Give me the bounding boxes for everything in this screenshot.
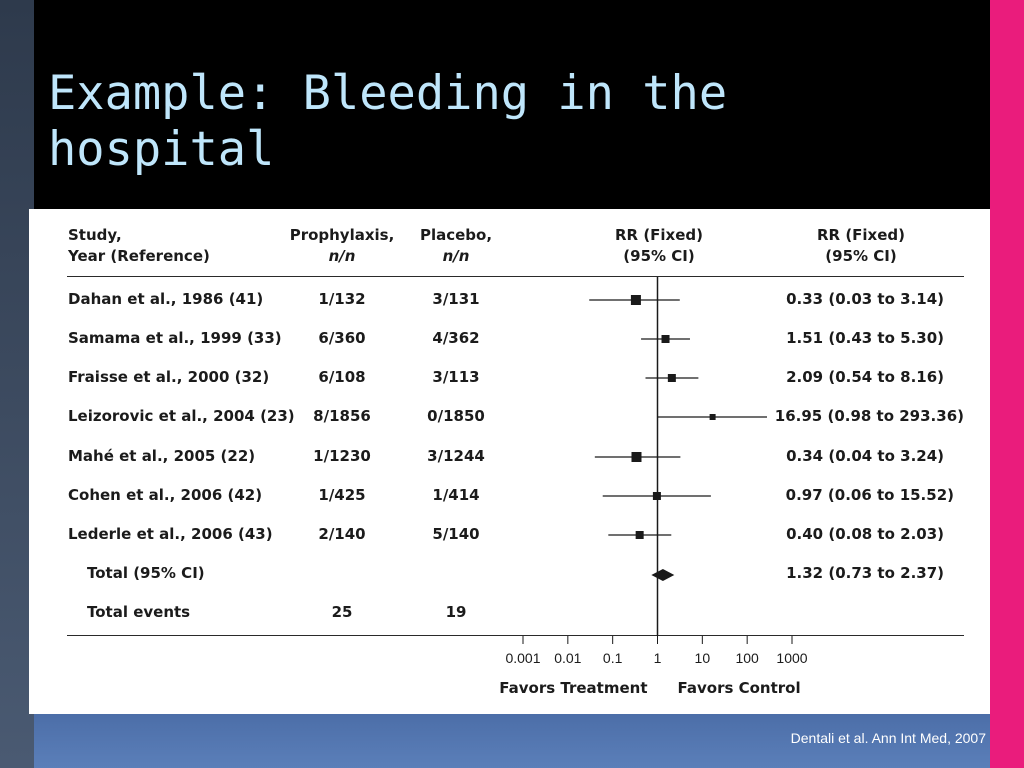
forest-plot-panel	[29, 209, 990, 714]
header-rr: RR (Fixed) (95% CI)	[817, 225, 905, 267]
x-tick-label: 0.001	[505, 650, 540, 666]
header-placebo-line1: Placebo,	[419, 226, 493, 244]
rr-value: 0.97 (0.06 to 15.52)	[785, 486, 954, 504]
rr-value: 0.33 (0.03 to 3.14)	[786, 290, 944, 308]
point-estimate	[652, 492, 661, 500]
x-label-favors-treatment: Favors Treatment	[499, 679, 647, 697]
header-placebo-line2: n/n	[442, 247, 470, 265]
events-placebo: 19	[445, 603, 467, 621]
x-tick-label: 10	[695, 650, 711, 666]
prophylaxis-count: 6/360	[318, 329, 366, 347]
bottom-rule	[67, 635, 964, 636]
prophylaxis-count: 2/140	[318, 525, 366, 543]
x-tick-label: 0.1	[603, 650, 623, 666]
study-name: Lederle et al., 2006 (43)	[68, 525, 273, 543]
title-area	[34, 0, 990, 210]
header-plot-line2: (95% CI)	[623, 247, 695, 265]
prophylaxis-count: 6/108	[318, 368, 366, 386]
rr-value: 2.09 (0.54 to 8.16)	[786, 368, 944, 386]
point-estimate	[667, 374, 676, 382]
x-tick-label: 1000	[776, 650, 807, 666]
total-label: Total (95% CI)	[87, 564, 205, 582]
events-label: Total events	[87, 603, 191, 621]
x-label-favors-control: Favors Control	[678, 679, 801, 697]
total-rr-value: 1.32 (0.73 to 2.37)	[786, 564, 944, 582]
point-estimate	[631, 452, 642, 462]
events-prophylaxis: 25	[331, 603, 353, 621]
rr-value: 0.40 (0.08 to 2.03)	[786, 525, 944, 543]
pooled-diamond	[651, 569, 675, 581]
header-placebo: Placebo, n/n	[420, 225, 492, 267]
point-estimate	[661, 335, 670, 343]
study-name: Fraisse et al., 2000 (32)	[68, 368, 270, 386]
header-plot-line1: RR (Fixed)	[614, 226, 704, 244]
prophylaxis-count: 8/1856	[313, 407, 371, 425]
rr-value: 1.51 (0.43 to 5.30)	[786, 329, 944, 347]
header-prophylaxis: Prophylaxis, n/n	[290, 225, 395, 267]
header-prophylaxis-line1: Prophylaxis,	[289, 226, 395, 244]
placebo-count: 0/1850	[427, 407, 485, 425]
x-tick-label: 1	[654, 650, 662, 666]
point-estimate	[709, 414, 716, 420]
right-accent-bar	[990, 0, 1024, 768]
x-tick-label: 0.01	[554, 650, 581, 666]
study-name: Dahan et al., 1986 (41)	[68, 290, 264, 308]
study-name: Mahé et al., 2005 (22)	[68, 447, 256, 465]
header-rr-line2: (95% CI)	[825, 247, 897, 265]
header-study-line2: Year (Reference)	[68, 247, 210, 265]
x-tick-label: 100	[735, 650, 759, 666]
prophylaxis-count: 1/132	[318, 290, 366, 308]
header-study: Study, Year (Reference)	[68, 225, 210, 267]
placebo-count: 4/362	[432, 329, 480, 347]
header-prophylaxis-line2: n/n	[328, 247, 356, 265]
placebo-count: 3/131	[432, 290, 480, 308]
study-name: Samama et al., 1999 (33)	[68, 329, 282, 347]
slide-title: Example: Bleeding in the hospital	[48, 66, 728, 177]
prophylaxis-count: 1/425	[318, 486, 366, 504]
header-study-line1: Study,	[68, 226, 122, 244]
footer-band	[34, 714, 990, 768]
header-rr-line1: RR (Fixed)	[816, 226, 906, 244]
prophylaxis-count: 1/1230	[313, 447, 371, 465]
placebo-count: 3/1244	[427, 447, 485, 465]
header-rule	[67, 276, 964, 277]
rr-value: 0.34 (0.04 to 3.24)	[786, 447, 944, 465]
placebo-count: 3/113	[432, 368, 480, 386]
header-plot: RR (Fixed) (95% CI)	[615, 225, 703, 267]
placebo-count: 1/414	[432, 486, 480, 504]
left-accent-bar	[0, 0, 34, 768]
rr-value: 16.95 (0.98 to 293.36)	[774, 407, 964, 425]
point-estimate	[635, 531, 644, 539]
point-estimate	[630, 295, 641, 305]
study-name: Leizorovic et al., 2004 (23)	[68, 407, 295, 425]
study-name: Cohen et al., 2006 (42)	[68, 486, 263, 504]
placebo-count: 5/140	[432, 525, 480, 543]
citation: Dentali et al. Ann Int Med, 2007	[790, 730, 986, 746]
